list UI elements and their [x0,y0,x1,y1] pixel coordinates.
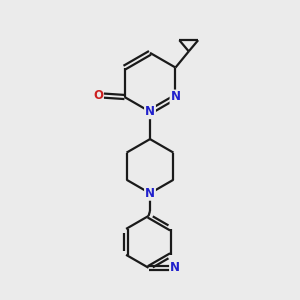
Text: O: O [93,89,103,102]
Text: N: N [145,105,155,118]
Text: N: N [170,261,180,274]
Text: N: N [145,187,155,200]
Text: N: N [170,91,181,103]
